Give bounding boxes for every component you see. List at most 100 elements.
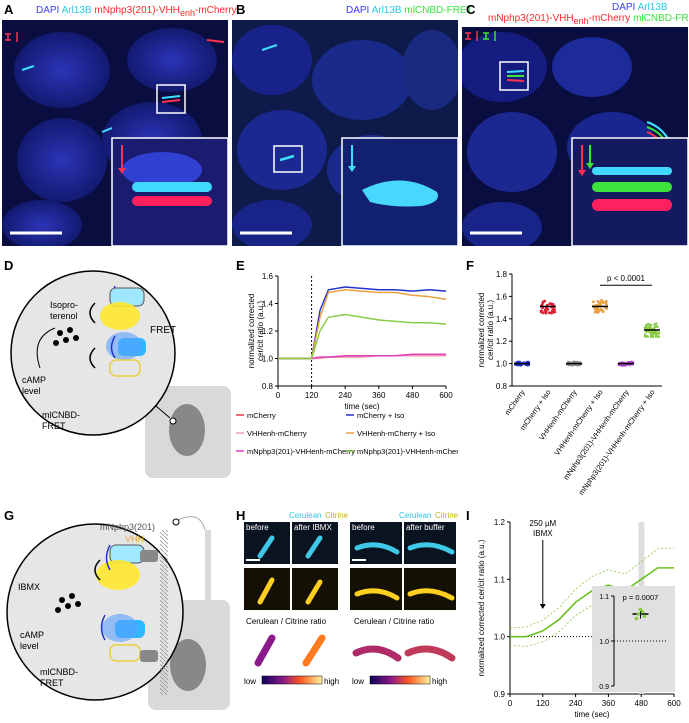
y-tick-label: 0.8	[496, 382, 508, 391]
panel-b-caption: DAPI Arl13B mlCNBD-FRET	[346, 5, 473, 16]
y-axis-label: normalized corrected	[247, 294, 256, 369]
citrine-label: Citrine	[435, 511, 459, 520]
ibmx-label: IBMX	[18, 582, 40, 592]
y-tick-label: 1.4	[496, 315, 508, 324]
y-tick-label: 1.2	[496, 337, 508, 346]
data-point	[600, 300, 603, 304]
legend-label: mNphp3(201)-VHHenh-mCherry	[247, 447, 355, 456]
data-point	[598, 308, 602, 312]
camp-label-2: level	[20, 641, 39, 651]
inset-point	[642, 614, 647, 619]
x-tick-label: 120	[536, 699, 550, 708]
data-point	[653, 323, 657, 326]
micrograph-c-image	[462, 27, 688, 246]
data-point	[600, 298, 603, 302]
before-label: before	[352, 523, 375, 532]
camp-label-2: level	[22, 386, 41, 396]
data-point	[646, 335, 649, 338]
camp-label-1: cAMP	[20, 630, 44, 640]
data-point	[604, 301, 608, 305]
y-axis-label-2: cer/cit ratio (a.u.)	[256, 301, 265, 361]
x-tick-label: 360	[372, 391, 386, 400]
x-tick-label: 0	[276, 391, 281, 400]
inset-point	[640, 609, 645, 614]
x-tick-label: 240	[339, 391, 353, 400]
ibmx-annotation-2: IBMX	[533, 529, 553, 538]
series-line	[278, 313, 447, 360]
arl13b-label: Arl13B	[371, 5, 402, 16]
micrograph-a-image	[2, 20, 228, 246]
x-tick-label: 240	[569, 699, 583, 708]
data-point	[644, 330, 648, 334]
data-point	[595, 308, 598, 312]
after-ibmx-label: after IBMX	[294, 523, 332, 532]
data-point	[651, 334, 655, 338]
micrograph-c	[462, 27, 688, 246]
after-buffer-label: after buffer	[406, 523, 445, 532]
mlcnbd-label: mlCNBD-FRET	[633, 13, 689, 24]
micrograph-b-image	[232, 20, 458, 246]
fret-label: FRET	[150, 325, 176, 336]
data-point	[541, 301, 545, 304]
panel-label-d: D	[4, 258, 14, 273]
mlcnbd-label: mlCNBD-FRET	[404, 5, 473, 16]
panel-label-e: E	[236, 258, 245, 273]
data-point	[543, 309, 547, 313]
x-tick-label: 480	[635, 699, 649, 708]
high-label: high	[432, 677, 447, 686]
isoproterenol-label-2: terenol	[50, 311, 78, 321]
legend-label: VHHenh-mCherry + Iso	[357, 429, 435, 438]
legend-label: mNphp3(201)-VHHenh-mCherry + Iso	[357, 447, 458, 456]
x-tick-label: 120	[305, 391, 319, 400]
p-value: p < 0.0001	[607, 274, 646, 283]
dapi-label: DAPI	[346, 5, 370, 16]
data-point	[601, 310, 605, 313]
data-point	[653, 332, 657, 335]
x-tick-label: 360	[602, 699, 616, 708]
y-tick-label: 1.4	[262, 300, 274, 309]
dapi-label: DAPI	[612, 2, 636, 13]
panel-label-h: H	[236, 508, 246, 523]
isoproterenol-label-1: Isopro-	[50, 300, 78, 310]
x-tick-label: 480	[406, 391, 420, 400]
x-tick-label: 0	[508, 699, 513, 708]
micrograph-a	[2, 20, 228, 246]
diagram-g: mNphp3(201) VHH IBMX cAMP level mlCNBD- …	[6, 516, 230, 710]
mlcnbd-label-2: FRET	[40, 678, 64, 688]
y-tick-label: 0.8	[262, 382, 274, 391]
ratio-label: Cerulean / Citrine ratio	[246, 617, 327, 626]
inset-p-value: p = 0.0007	[623, 593, 659, 602]
mlcnbd-label-1: mlCNBD-	[42, 410, 80, 420]
low-label: low	[244, 677, 256, 686]
data-point	[540, 303, 544, 307]
data-point	[551, 310, 555, 314]
data-point	[649, 326, 652, 330]
legend-label: VHHenh-mCherry	[247, 429, 307, 438]
low-label: low	[352, 677, 364, 686]
inset-y-tick-label: 1.1	[599, 594, 609, 601]
panel-a-caption: DAPI Arl13B mNphp3(201)-VHHenh-mCherry	[36, 5, 237, 18]
data-point	[605, 307, 609, 310]
data-point	[653, 325, 657, 329]
y-tick-label: 1.0	[262, 355, 274, 364]
inset-background	[592, 586, 675, 692]
panel-c-caption-top: DAPI Arl13B	[612, 2, 668, 13]
data-point	[548, 311, 551, 315]
panel-h-images: Cerulean Citrine Cerulean Citrine before…	[244, 511, 459, 686]
y-axis-label: normalized corrected cer/cit ratio (a.u.…	[477, 539, 486, 676]
data-point	[596, 299, 600, 303]
panel-c-caption-bottom: mNphp3(201)-VHHenh-mCherry mlCNBD-FRET	[488, 13, 689, 26]
mlcnbd-label-1: mlCNBD-	[40, 667, 78, 677]
ibmx-annotation-1: 250 µM	[529, 519, 556, 528]
y-tick-label: 0.9	[494, 690, 506, 699]
high-label: high	[324, 677, 339, 686]
x-axis-label: time (sec)	[574, 710, 609, 719]
data-point	[657, 335, 661, 339]
data-point	[592, 300, 595, 304]
inset-y-tick-label: 0.9	[599, 684, 609, 691]
camp-label-1: cAMP	[22, 375, 46, 385]
data-point	[657, 331, 661, 335]
mnphp3-diagram-label: mNphp3(201)	[100, 522, 155, 532]
data-point	[650, 331, 654, 335]
panel-label-a: A	[4, 2, 14, 17]
